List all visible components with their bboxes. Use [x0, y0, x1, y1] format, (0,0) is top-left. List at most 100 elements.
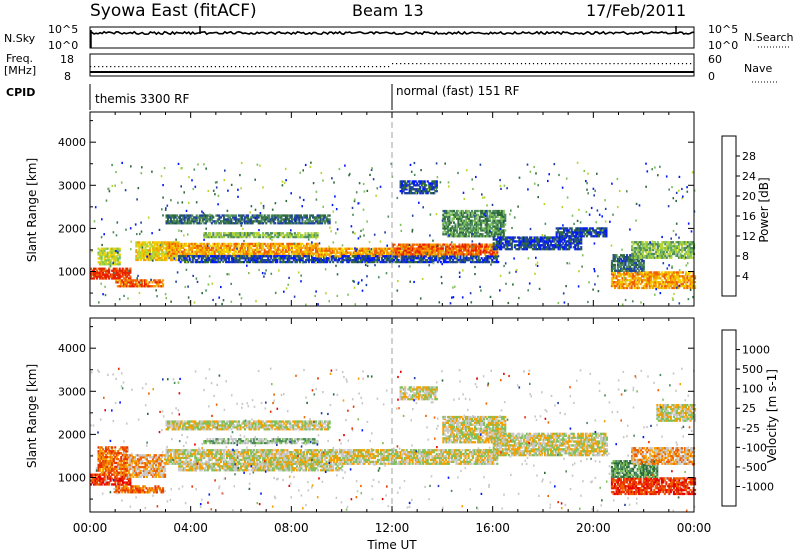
power-cell: [235, 242, 238, 246]
power-cell: [557, 240, 560, 243]
power-cell: [398, 249, 401, 252]
power-cell: [484, 219, 487, 222]
power-cell: [452, 233, 455, 236]
power-cell: [188, 216, 191, 219]
power-cell: [271, 235, 274, 239]
nave-point: [629, 63, 631, 65]
power-cell: [459, 257, 462, 260]
power-cell: [197, 257, 200, 260]
power-cell: [103, 249, 106, 252]
power-cell: [264, 260, 267, 264]
power-cell: [174, 247, 177, 250]
power-cell: [568, 248, 571, 251]
power-cell: [360, 253, 363, 256]
power-cell: [374, 255, 377, 258]
power-cell: [502, 215, 505, 218]
power-cell: [289, 260, 292, 264]
power-cell: [272, 242, 275, 246]
power-cell: [391, 255, 394, 258]
power-cell: [472, 233, 475, 236]
power-cell: [574, 246, 577, 249]
power-cell: [521, 248, 524, 251]
power-cell: [405, 257, 408, 260]
power-cell: [257, 235, 260, 239]
power-cell: [93, 277, 96, 280]
power-cell: [452, 213, 455, 216]
power-cell: [454, 225, 457, 228]
power-cell: [249, 257, 252, 260]
power-cell: [472, 219, 475, 222]
power-cell: [358, 255, 361, 258]
power-cell: [198, 250, 201, 253]
power-cell: [176, 252, 179, 255]
power-cell: [108, 257, 111, 260]
nave-point: [134, 66, 136, 68]
power-cell: [156, 253, 159, 256]
power-cell: [242, 244, 245, 248]
power-cell: [545, 248, 548, 251]
power-cell: [271, 216, 274, 219]
power-cell: [286, 242, 289, 246]
power-cell: [472, 251, 475, 254]
power-cell: [504, 229, 507, 232]
power-cell: [341, 257, 344, 260]
power-cell: [240, 257, 243, 260]
power-cell: [405, 245, 408, 248]
power-cell: [266, 218, 269, 221]
power-cell: [538, 244, 541, 247]
power-cell: [220, 255, 223, 258]
power-cell: [427, 257, 430, 260]
power-cell: [281, 214, 284, 217]
power-cell: [442, 209, 445, 213]
power-cell: [443, 253, 446, 256]
power-cell: [318, 214, 321, 217]
power-cell: [445, 221, 448, 224]
power-cell: [227, 232, 230, 235]
power-cell: [484, 211, 487, 215]
power-cell: [224, 260, 227, 264]
power-cell: [114, 247, 117, 250]
power-cell: [468, 233, 471, 236]
power-cell: [97, 253, 100, 256]
power-cell: [239, 232, 242, 235]
power-cell: [491, 255, 494, 258]
nave-point: [392, 63, 394, 65]
power-cell: [471, 215, 474, 218]
nave-point: [460, 63, 462, 65]
power-cell: [312, 246, 315, 249]
power-cell: [99, 273, 102, 276]
power-cell: [449, 249, 452, 252]
power-cell: [271, 252, 274, 255]
power-cell: [484, 225, 487, 228]
power-cell: [225, 218, 228, 221]
power-cell: [222, 216, 225, 219]
power-cell: [253, 252, 256, 255]
power-cell: [301, 220, 304, 223]
power-cell: [103, 273, 106, 276]
power-cell: [365, 257, 368, 260]
power-cell: [297, 255, 300, 258]
power-cell: [248, 244, 251, 248]
power-cell: [538, 246, 541, 249]
power-cell: [245, 244, 248, 248]
power-cell: [485, 247, 488, 250]
power-cell: [238, 234, 241, 237]
power-cell: [91, 269, 94, 272]
power-cell: [245, 222, 248, 225]
power-cell: [474, 217, 477, 220]
power-cell: [171, 242, 174, 246]
power-cell: [448, 260, 451, 264]
power-cell: [459, 255, 462, 258]
power-cell: [465, 233, 468, 236]
power-cell: [159, 249, 162, 252]
power-cell: [432, 247, 435, 250]
power-cell: [310, 246, 313, 249]
power-cell: [151, 285, 154, 288]
power-cell: [197, 246, 200, 249]
power-cell: [406, 260, 409, 264]
power-cell: [462, 260, 465, 264]
power-cell: [222, 252, 225, 255]
power-cell: [472, 253, 475, 256]
power-cell: [519, 246, 522, 249]
power-cell: [482, 249, 485, 252]
